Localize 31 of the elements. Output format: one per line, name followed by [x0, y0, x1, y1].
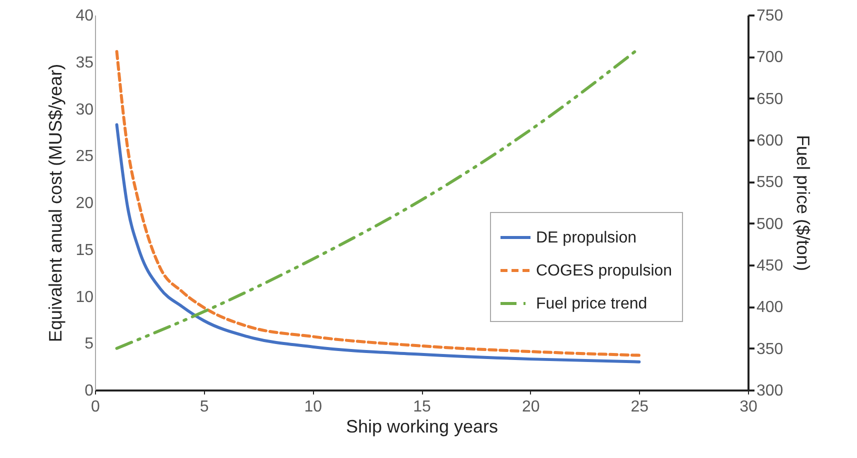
y-tick-label: 30 [76, 101, 94, 118]
y-tick-label: 40 [76, 8, 94, 24]
y2-tick-label: 650 [756, 90, 784, 108]
legend-label: DE propulsion [536, 230, 636, 246]
x-tick-label: 15 [413, 398, 431, 416]
y2-tick-label: 500 [756, 216, 784, 233]
y-tick-label: 35 [76, 54, 94, 72]
legend-label: Fuel price trend [536, 296, 648, 312]
y2-tick-label: 350 [756, 340, 784, 358]
x-tick-label: 10 [304, 398, 322, 416]
y2-tick-label: 450 [756, 258, 784, 274]
x-axis-title: Ship working years [346, 416, 498, 436]
x-tick-label: 20 [522, 398, 540, 416]
y-tick-label: 15 [76, 242, 94, 259]
y-tick-label: 10 [76, 288, 94, 306]
legend-label: COGES propulsion [536, 262, 672, 280]
y-tick-label: 20 [76, 195, 94, 212]
y2-tick-label: 750 [756, 8, 784, 24]
y-tick-label: 0 [84, 382, 94, 400]
x-tick-label: 5 [200, 398, 209, 416]
y2-tick-label: 400 [756, 299, 784, 316]
x-tick-label: 25 [630, 398, 649, 416]
y2-axis-title: Fuel price ($/ton) [793, 134, 814, 272]
y2-tick-label: 600 [756, 132, 784, 150]
x-tick-label: 30 [740, 398, 758, 416]
y-axis-title: Equivalent anual cost (MUS$/year) [46, 64, 66, 342]
y2-tick-label: 700 [756, 49, 784, 66]
y2-tick-label: 550 [756, 174, 784, 192]
y-tick-label: 25 [76, 148, 94, 166]
y2-tick-label: 300 [756, 382, 784, 400]
y-tick-label: 5 [84, 336, 94, 353]
